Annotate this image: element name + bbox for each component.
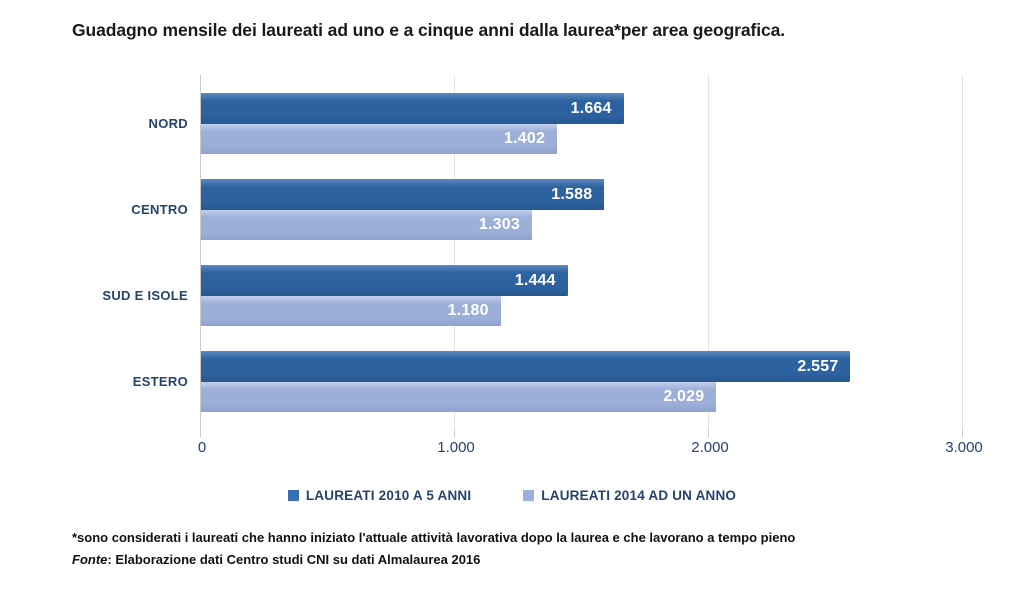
bar-sud-e-isole-series-1: 1.444 (201, 265, 568, 296)
bar-nord-series-2: 1.402 (201, 124, 558, 154)
gridline (454, 75, 455, 430)
legend: LAUREATI 2010 A 5 ANNI LAUREATI 2014 AD U… (0, 488, 1024, 503)
category-label: NORD (148, 115, 188, 131)
footnote-source: Fonte: Elaborazione dati Centro studi CN… (72, 549, 795, 571)
legend-label: LAUREATI 2010 A 5 ANNI (305, 488, 472, 503)
bar-centro-series-2: 1.303 (201, 210, 532, 240)
bar-value-label: 2.557 (797, 357, 839, 375)
bar-estero-series-2: 2.029 (201, 382, 717, 412)
gridline (708, 75, 709, 430)
bar-value-label: 2.029 (663, 388, 705, 405)
bar-value-label: 1.180 (447, 302, 489, 319)
bar-value-label: 1.303 (478, 216, 520, 233)
axis-tick (200, 430, 201, 437)
gridline (962, 75, 963, 430)
footnote-source-label: Fonte (72, 552, 108, 567)
footnote-source-text: : Elaborazione dati Centro studi CNI su … (107, 552, 481, 567)
axis-tick (962, 430, 963, 437)
axis-tick (708, 430, 709, 437)
bar-value-label: 1.588 (551, 185, 593, 203)
bar-nord-series-1: 1.664 (201, 93, 624, 124)
axis-tick (454, 430, 455, 437)
chart-area: 1.664 1.402 1.588 1.303 1.444 1.180 2.557 2.029… (0, 75, 1024, 475)
category-label: SUD E ISOLE (102, 287, 188, 303)
footnotes: *sono considerati i laureati che hanno i… (72, 527, 795, 571)
chart-title: Guadagno mensile dei laureati ad uno e a… (72, 20, 786, 40)
bar-sud-e-isole-series-2: 1.180 (201, 296, 501, 326)
bar-centro-series-1: 1.588 (201, 179, 605, 210)
plot-area: 1.664 1.402 1.588 1.303 1.444 1.180 2.557 2.029 (200, 75, 963, 430)
bar-value-label: 1.664 (570, 99, 612, 117)
category-label: ESTERO (132, 373, 188, 389)
bar-value-label: 1.402 (504, 130, 546, 147)
y-axis-line (200, 75, 201, 430)
axis-tick-label: 0 (197, 439, 207, 456)
axis-tick-label: 3.000 (945, 439, 983, 456)
legend-label: LAUREATI 2014 AD UN ANNO (541, 488, 737, 503)
footnote-note: *sono considerati i laureati che hanno i… (72, 530, 796, 545)
category-label: CENTRO (131, 201, 188, 217)
legend-item: LAUREATI 2010 A 5 ANNI (287, 488, 472, 503)
bar-value-label: 1.444 (514, 271, 556, 289)
axis-tick-label: 2.000 (691, 439, 729, 456)
legend-marker-icon (287, 490, 299, 501)
legend-item: LAUREATI 2014 AD UN ANNO (523, 488, 736, 503)
bar-estero-series-1: 2.557 (201, 351, 851, 382)
legend-marker-icon (523, 490, 535, 501)
axis-tick-label: 1.000 (437, 439, 475, 456)
